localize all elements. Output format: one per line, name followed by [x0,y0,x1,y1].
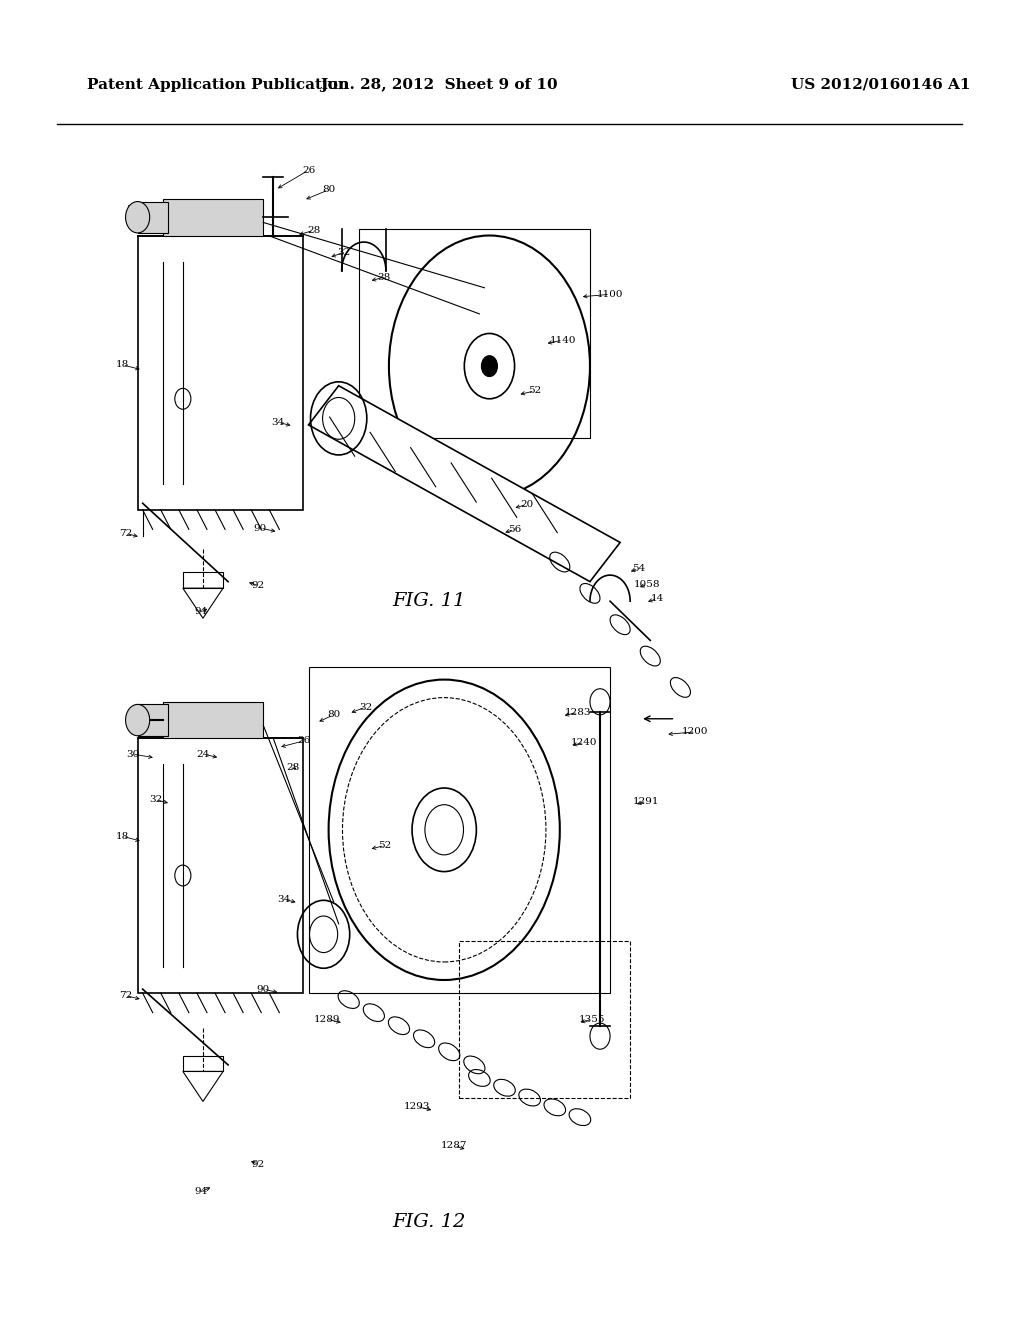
Bar [137,235,303,510]
Text: 94: 94 [195,1187,208,1196]
Text: 1283: 1283 [564,708,591,717]
Text: 54: 54 [632,564,645,573]
Text: 80: 80 [327,710,340,719]
Text: 26: 26 [297,737,310,746]
Text: 90: 90 [254,524,267,532]
Text: 80: 80 [322,185,335,194]
Text: Patent Application Publication: Patent Application Publication [87,78,349,92]
Bar [183,573,223,589]
Text: 52: 52 [378,841,391,850]
Text: 28: 28 [287,763,300,772]
Text: 30: 30 [126,205,139,214]
Text: 94: 94 [195,607,208,616]
Text: 18: 18 [116,360,129,370]
Text: 1291: 1291 [633,796,659,805]
Bar [163,199,263,235]
Text: 20: 20 [520,500,534,510]
Circle shape [126,705,150,735]
Text: 52: 52 [528,387,542,396]
Text: 92: 92 [252,1160,265,1168]
Bar [183,1056,223,1072]
Circle shape [126,202,150,232]
Text: 24: 24 [197,207,210,216]
Text: 1100: 1100 [597,290,624,298]
Text: 14: 14 [650,594,664,603]
Text: 1200: 1200 [682,727,709,737]
Text: 1287: 1287 [441,1142,468,1150]
Text: 92: 92 [252,581,265,590]
Text: 32: 32 [150,795,163,804]
Bar [137,202,168,232]
Text: 32: 32 [337,248,350,257]
Text: 56: 56 [508,525,521,533]
Text: 72: 72 [119,991,132,1001]
Text: 38: 38 [377,273,390,281]
Text: 1240: 1240 [570,738,597,747]
Text: 30: 30 [126,750,139,759]
Text: 18: 18 [116,832,129,841]
Text: 90: 90 [257,985,270,994]
Text: US 2012/0160146 A1: US 2012/0160146 A1 [791,78,971,92]
Text: 34: 34 [271,418,285,426]
Text: 34: 34 [276,895,290,903]
Text: 28: 28 [307,226,321,235]
Text: 32: 32 [359,702,373,711]
Text: Jun. 28, 2012  Sheet 9 of 10: Jun. 28, 2012 Sheet 9 of 10 [321,78,558,92]
Text: FIG. 12: FIG. 12 [392,1213,466,1230]
Bar [137,705,168,735]
Text: 1355: 1355 [579,1015,605,1024]
Text: 24: 24 [197,750,210,759]
Bar [163,702,263,738]
Text: 1140: 1140 [550,335,577,345]
Text: 72: 72 [119,529,132,537]
Polygon shape [308,385,621,582]
Text: 26: 26 [302,166,315,174]
Bar [137,738,303,993]
Text: 1293: 1293 [403,1102,430,1111]
Text: 1289: 1289 [313,1015,340,1024]
Circle shape [481,355,498,376]
Text: FIG. 11: FIG. 11 [392,593,466,610]
Text: 1058: 1058 [634,579,660,589]
